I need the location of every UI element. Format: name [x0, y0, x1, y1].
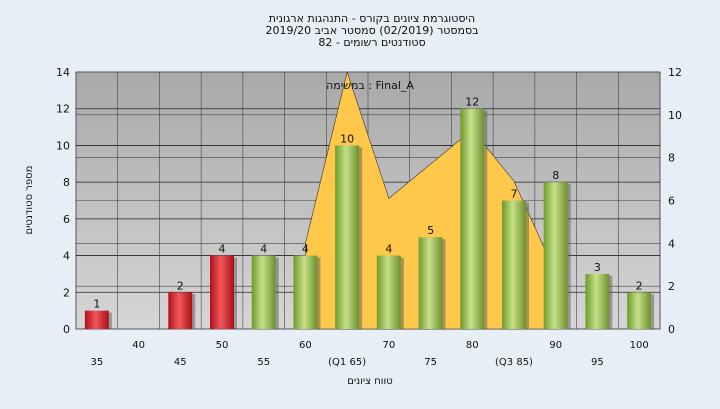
value-label-35: 1 [93, 298, 100, 311]
y2-tick-label: 10 [668, 109, 682, 122]
y-tick-label: 10 [56, 139, 70, 152]
bar-shadow-80 [484, 110, 488, 329]
x-tick-label: 75 [424, 357, 437, 368]
x-tick-label: 100 [630, 340, 649, 351]
bar-90 [543, 182, 568, 329]
bar-80 [460, 108, 485, 329]
y-tick-label: 14 [56, 66, 70, 79]
bar-shadow-90 [567, 184, 571, 329]
bar-shadow-85 [526, 202, 529, 329]
value-label-45: 2 [177, 279, 184, 292]
y2-tick-label: 4 [668, 237, 675, 250]
chart-title: היסטוגרמת ציונים בקורס - התנהגות ארגונית… [265, 12, 478, 49]
bar-shadow-75 [442, 239, 446, 329]
bar-95 [585, 273, 610, 329]
bar-100 [627, 292, 652, 329]
x-tick-label: 90 [549, 340, 562, 351]
bar-85 [502, 200, 526, 329]
x-tick-label: 50 [216, 340, 229, 351]
bar-shadow-60 [317, 257, 321, 329]
bar-shadow-65 [359, 147, 363, 329]
bar-shadow-95 [609, 275, 613, 329]
bar-shadow-55 [275, 257, 279, 329]
value-label-95: 3 [594, 261, 601, 274]
bar-shadow-45 [192, 294, 196, 329]
x-tick-label: 55 [257, 357, 270, 368]
y2-tick-label: 0 [668, 323, 675, 336]
value-label-65: 10 [340, 132, 354, 145]
bars [84, 108, 655, 329]
chart-title-line-2: בסמסטר (02/2019) סמסטר אביב 2019/20 [265, 24, 478, 37]
y-tick-label: 8 [63, 176, 70, 189]
annotation-label: במשימה : Final_A [326, 79, 414, 92]
y-tick-label: 12 [56, 103, 70, 116]
x-tick-label: (Q3 85) [495, 357, 533, 368]
y-axis-left: 0 2 4 6 8 10 12 14 [56, 66, 70, 336]
y2-tick-label: 8 [668, 152, 675, 165]
x-tick-label: 45 [174, 357, 187, 368]
bar-35 [84, 310, 109, 329]
y-tick-label: 0 [63, 323, 70, 336]
bar-70 [376, 255, 401, 329]
x-tick-label: 35 [90, 357, 103, 368]
y2-tick-label: 2 [668, 280, 675, 293]
y-axis-right: 0 2 4 6 8 10 12 [668, 66, 682, 336]
bar-45 [168, 292, 193, 329]
chart-title-line-1: היסטוגרמת ציונים בקורס - התנהגות ארגונית [269, 12, 475, 25]
x-tick-label: 95 [591, 357, 604, 368]
x-tick-label: 40 [132, 340, 145, 351]
x-axis-title: טווח ציונים [347, 376, 392, 387]
value-label-80: 12 [465, 96, 479, 109]
y-tick-label: 6 [63, 213, 70, 226]
value-label-60: 4 [302, 243, 309, 256]
x-tick-label: 80 [466, 340, 479, 351]
x-tick-label: 60 [299, 340, 312, 351]
bar-50 [210, 255, 234, 329]
y2-tick-label: 12 [668, 66, 682, 79]
x-axis: 35 40 45 50 55 60 (Q1 65) 70 75 80 (Q3 85) 90 95 100 [90, 340, 648, 368]
bar-55 [251, 255, 276, 329]
bar-75 [418, 237, 443, 329]
x-tick-label: (Q1 65) [328, 357, 366, 368]
bar-60 [293, 255, 318, 329]
chart-title-line-3: סטודנטים רשומים - 82 [318, 36, 425, 49]
x-tick-label: 70 [382, 340, 395, 351]
y-tick-label: 4 [63, 250, 70, 263]
value-label-50: 4 [219, 243, 226, 256]
value-label-55: 4 [260, 243, 267, 256]
value-label-90: 8 [552, 169, 559, 182]
bar-shadow-50 [234, 257, 237, 329]
bar-shadow-35 [108, 312, 112, 329]
y-tick-label: 2 [63, 286, 70, 299]
bar-65 [335, 145, 360, 329]
y-axis-title: מספר סטודנטים [24, 166, 35, 235]
value-label-100: 2 [636, 279, 643, 292]
y2-tick-label: 6 [668, 195, 675, 208]
value-label-70: 4 [385, 243, 392, 256]
value-label-85: 7 [511, 188, 518, 201]
bar-shadow-100 [651, 294, 655, 329]
value-label-75: 5 [427, 224, 434, 237]
bar-shadow-70 [400, 257, 404, 329]
